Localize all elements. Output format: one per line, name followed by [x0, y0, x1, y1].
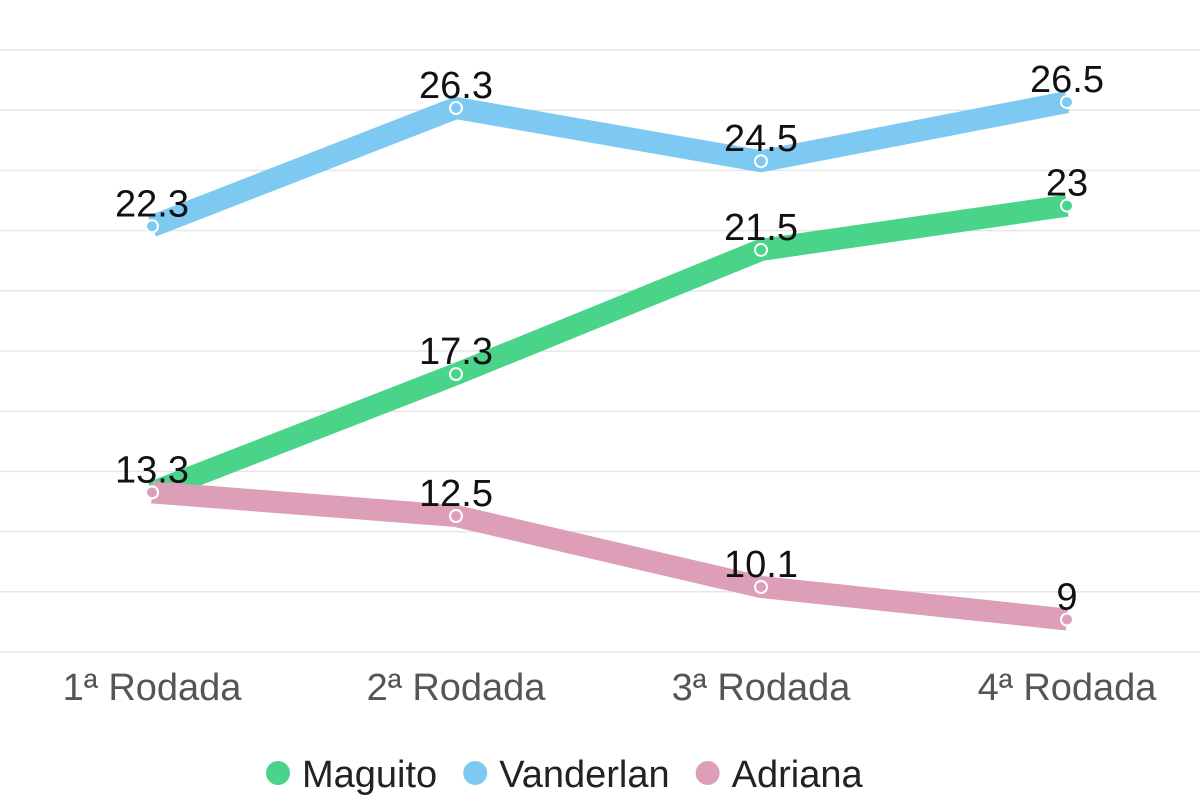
data-label-maguito: 21.5 [724, 207, 798, 249]
x-axis-ticks: 1ª Rodada 2ª Rodada 3ª Rodada 4ª Rodada [63, 667, 1158, 709]
legend-marker [463, 761, 488, 785]
data-label-maguito: 17.3 [419, 331, 493, 373]
data-point-vanderlan [449, 101, 463, 116]
data-label-vanderlan: 26.5 [1030, 59, 1104, 101]
data-point-maguito [449, 367, 463, 382]
data-point-maguito [1060, 198, 1074, 213]
data-label-vanderlan: 22.3 [115, 183, 189, 225]
data-label-vanderlan: 24.5 [724, 118, 798, 160]
data-label-adriana: 9 [1056, 577, 1077, 619]
legend-label: Maguito [302, 754, 437, 796]
x-tick-label: 1ª Rodada [63, 667, 243, 709]
x-tick-label: 3ª Rodada [672, 667, 852, 709]
series-line-adriana [151, 481, 1069, 631]
data-label-vanderlan: 26.3 [419, 65, 493, 107]
data-point-adriana [145, 485, 159, 500]
data-labels: 17.3 21.5 23 22.3 26.3 24.5 26.5 13.3 12.5 10.1 9 [115, 59, 1104, 618]
series-lines [148, 91, 1070, 631]
legend: Maguito Vanderlan Adriana [266, 754, 863, 796]
data-point-vanderlan [1060, 95, 1074, 110]
data-point-vanderlan [754, 154, 768, 169]
x-tick-label: 4ª Rodada [978, 667, 1158, 709]
data-point-adriana [449, 509, 463, 524]
data-point-adriana [1060, 612, 1074, 627]
legend-item-vanderlan[interactable]: Vanderlan [463, 754, 670, 796]
data-markers [145, 95, 1074, 627]
data-label-adriana: 12.5 [419, 473, 493, 515]
legend-marker [266, 761, 290, 785]
data-label-adriana: 10.1 [724, 544, 798, 586]
data-label-maguito: 23 [1046, 163, 1088, 205]
legend-marker [695, 761, 720, 785]
series-line-vanderlan [148, 91, 1070, 237]
legend-label: Vanderlan [499, 754, 669, 796]
legend-item-adriana[interactable]: Adriana [695, 754, 864, 796]
data-point-adriana [754, 579, 768, 594]
legend-item-maguito[interactable]: Maguito [266, 754, 437, 796]
data-point-vanderlan [145, 219, 159, 234]
data-label-adriana: 13.3 [115, 449, 189, 491]
series-line-maguito [148, 194, 1069, 503]
data-point-maguito [754, 242, 768, 257]
x-tick-label: 2ª Rodada [367, 667, 547, 709]
grid-lines [0, 49, 1200, 653]
legend-label: Adriana [732, 754, 864, 796]
